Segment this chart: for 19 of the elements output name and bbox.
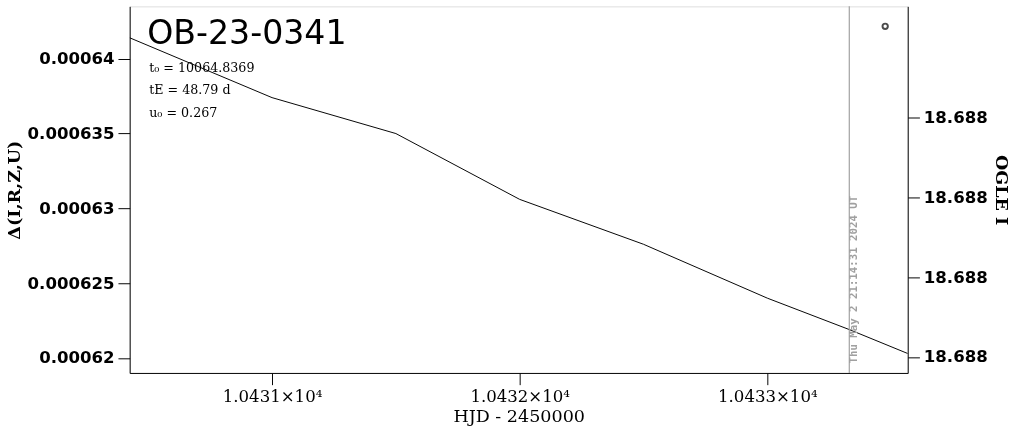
annotation: tE = 48.79 d [149, 82, 231, 98]
chart-title: OB-23-0341 [147, 13, 347, 53]
y-tick-label: 0.000635 [27, 123, 115, 143]
y2-axis-title: OGLE I [991, 154, 1012, 226]
x-tick-label: 1.0433×10⁴ [718, 386, 818, 406]
y2-tick-label: 18.688 [923, 108, 988, 128]
annotation: u₀ = 0.267 [149, 104, 218, 120]
x-tick-label: 1.0431×10⁴ [222, 386, 323, 406]
y2-tick-label: 18.688 [923, 347, 988, 367]
x-tick-label: 1.0432×10⁴ [470, 386, 571, 406]
y-tick-label: 0.00062 [39, 348, 115, 368]
y-tick-label: 0.00063 [39, 198, 115, 218]
y-axis-title: Δ(I,R,Z,U) [3, 140, 24, 240]
y2-tick-label: 18.688 [923, 187, 988, 207]
annotation: Thu May 2 21:14:31 2024 UT [847, 195, 861, 364]
y2-tick-label: 18.688 [923, 267, 988, 287]
x-axis-title: HJD - 2450000 [453, 406, 586, 427]
y-tick-label: 0.000625 [27, 273, 115, 293]
y-tick-label: 0.00064 [39, 49, 115, 69]
